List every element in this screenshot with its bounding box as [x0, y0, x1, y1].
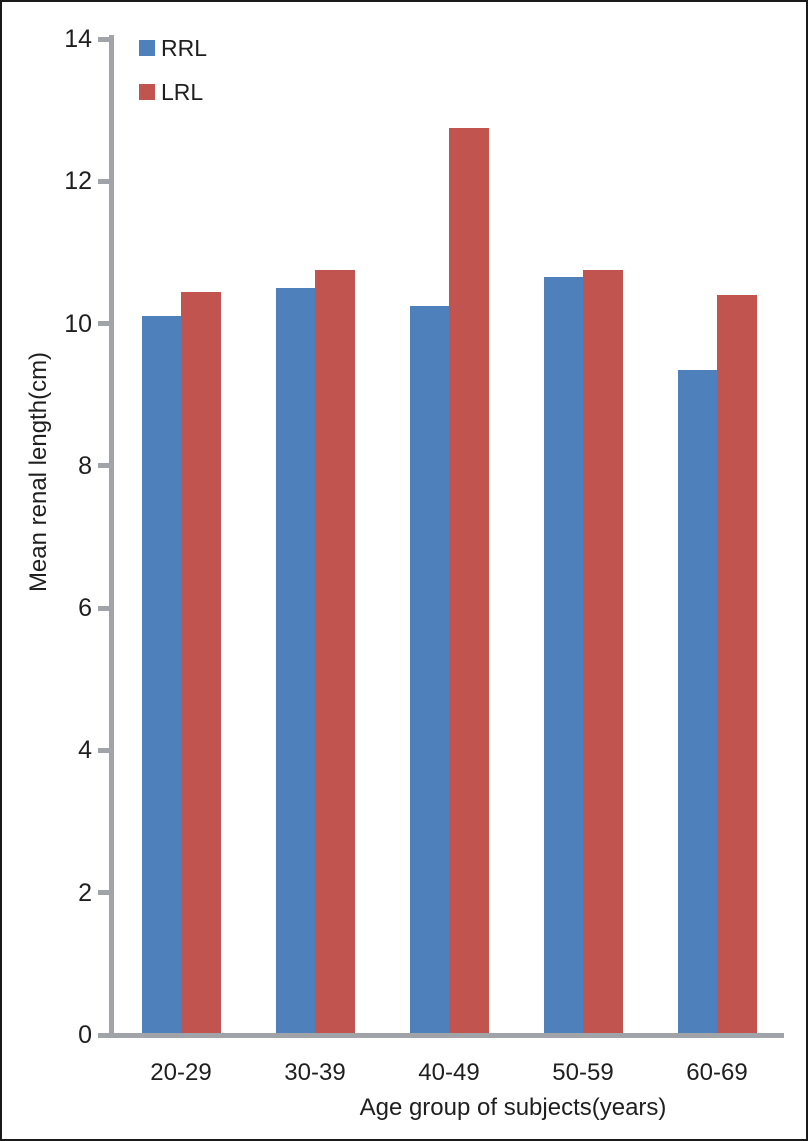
y-tick-label-8: 8	[78, 451, 92, 480]
bar-rrl-30-39	[275, 288, 315, 1035]
bar-rrl-40-49	[409, 305, 449, 1035]
y-tick-2	[98, 890, 109, 896]
y-tick-14	[98, 36, 109, 42]
x-axis-title: Age group of subjects(years)	[359, 1094, 667, 1121]
y-axis-title: Mean renal length(cm)	[25, 351, 52, 593]
y-tick-label-2: 2	[78, 878, 92, 907]
x-category-label-40-49: 40-49	[418, 1059, 480, 1086]
x-axis-line	[109, 1033, 784, 1038]
bar-lrl-50-59	[583, 270, 623, 1035]
legend-label-lrl: LRL	[161, 79, 204, 105]
bar-lrl-20-29	[181, 291, 221, 1035]
y-tick-8	[98, 463, 109, 469]
y-tick-label-6: 6	[78, 594, 92, 623]
legend-item-rrl: RRL	[139, 35, 208, 61]
x-category-label-20-29: 20-29	[150, 1059, 212, 1086]
y-tick-label-0: 0	[78, 1021, 92, 1049]
y-tick-label-14: 14	[64, 25, 92, 53]
x-category-label-60-69: 60-69	[686, 1059, 748, 1086]
y-axis-line	[109, 35, 114, 1038]
bar-rrl-50-59	[543, 277, 583, 1035]
legend-item-lrl: LRL	[139, 79, 204, 105]
bar-lrl-60-69	[717, 295, 757, 1035]
y-tick-10	[98, 321, 109, 327]
bar-rrl-60-69	[677, 369, 717, 1035]
bar-rrl-20-29	[141, 316, 181, 1035]
bar-lrl-40-49	[449, 127, 489, 1035]
legend-swatch-rrl	[139, 40, 155, 56]
y-tick-6	[98, 605, 109, 611]
y-tick-12	[98, 178, 109, 184]
y-tick-0	[98, 1032, 109, 1038]
bar-lrl-30-39	[315, 270, 355, 1035]
legend-label-rrl: RRL	[161, 35, 208, 61]
x-category-label-50-59: 50-59	[552, 1059, 614, 1086]
legend-swatch-lrl	[139, 84, 155, 100]
y-tick-label-10: 10	[64, 309, 92, 338]
y-tick-label-12: 12	[64, 167, 92, 196]
y-tick-4	[98, 747, 109, 753]
y-tick-label-4: 4	[78, 736, 92, 765]
x-category-label-30-39: 30-39	[284, 1059, 346, 1086]
